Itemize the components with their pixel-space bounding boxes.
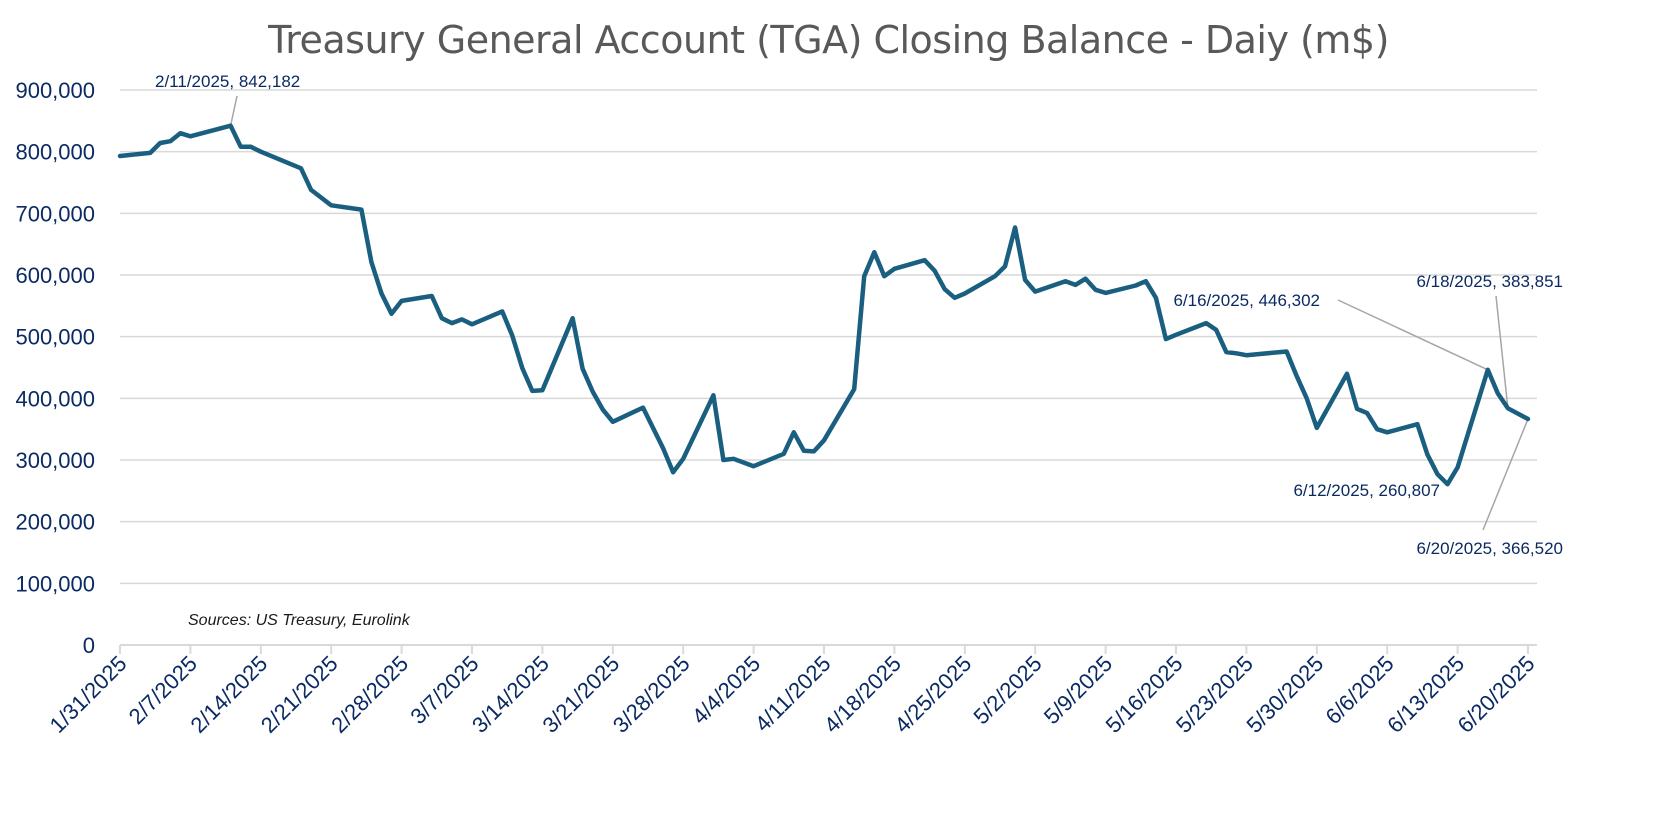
x-axis-ticks: 1/31/20252/7/20252/14/20252/21/20252/28/… [45, 645, 1540, 738]
annotation-leader-line [1482, 418, 1529, 531]
y-tick-label: 900,000 [15, 78, 95, 103]
y-tick-label: 500,000 [15, 325, 95, 350]
gridlines [120, 89, 1537, 585]
y-tick-label: 0 [83, 633, 95, 658]
y-tick-label: 300,000 [15, 448, 95, 473]
data-label: 6/20/2025, 366,520 [1416, 539, 1563, 558]
y-axis-ticks: 0 100,000 200,000 300,000 400,000 500,000 600,… [15, 78, 95, 658]
annotation-leader-line [229, 95, 238, 126]
x-tick-label: 5/30/2025 [1241, 651, 1328, 738]
annotation-leader-line [1337, 299, 1489, 371]
data-label: 6/18/2025, 383,851 [1416, 272, 1563, 291]
x-tick-label: 5/2/2025 [969, 651, 1047, 729]
data-label: 6/16/2025, 446,302 [1173, 291, 1320, 310]
y-tick-label: 700,000 [15, 201, 95, 226]
y-tick-label: 800,000 [15, 140, 95, 165]
y-tick-label: 400,000 [15, 386, 95, 411]
x-tick-label: 1/31/2025 [45, 651, 132, 738]
y-tick-label: 100,000 [15, 571, 95, 596]
data-label: 2/11/2025, 842,182 [155, 72, 300, 91]
y-tick-label: 600,000 [15, 263, 95, 288]
data-label-annotations: 2/11/2025, 842,182 6/16/2025, 446,302 6/18… [155, 72, 1563, 558]
y-tick-label: 200,000 [15, 510, 95, 535]
data-label: 6/12/2025, 260,807 [1293, 481, 1440, 500]
x-tick-label: 6/20/2025 [1453, 651, 1540, 738]
annotation-leader-line [1495, 295, 1509, 409]
annotation-leader-lines [229, 95, 1529, 531]
series-line-tga-balance [117, 123, 1531, 487]
x-tick-label: 4/25/2025 [889, 651, 976, 738]
x-tick-label: 2/28/2025 [326, 651, 413, 738]
source-note: Sources: US Treasury, Eurolink [188, 612, 411, 629]
x-tick-label: 3/28/2025 [608, 651, 695, 738]
chart-title: Treasury General Account (TGA) Closing B… [268, 18, 1389, 62]
